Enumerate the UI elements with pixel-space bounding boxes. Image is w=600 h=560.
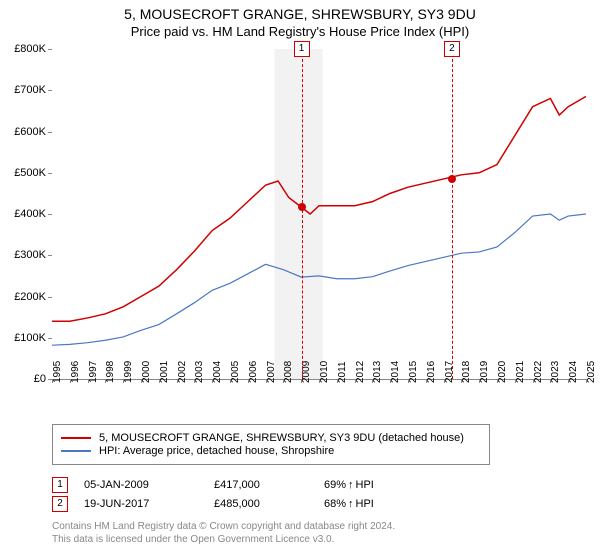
legend-swatch-property [61, 437, 91, 439]
event-pct-1: 69% ↑ HPI [324, 479, 374, 491]
event-row-2: 2 19-JUN-2017 £485,000 68% ↑ HPI [52, 496, 572, 512]
chart-header: 5, MOUSECROFT GRANGE, SHREWSBURY, SY3 9D… [0, 0, 600, 39]
event-marker-box-2: 2 [444, 41, 460, 57]
x-tick-label: 1999 [123, 361, 134, 383]
x-tick-label: 2003 [194, 361, 205, 383]
y-tick-label: £0 [0, 373, 46, 385]
x-tick-label: 2008 [283, 361, 294, 383]
x-tick-label: 2001 [159, 361, 170, 383]
legend-label-property: 5, MOUSECROFT GRANGE, SHREWSBURY, SY3 9D… [99, 432, 464, 444]
y-tick-label: £600K [0, 126, 46, 138]
footer-attribution: Contains HM Land Registry data © Crown c… [52, 520, 395, 546]
event-date-1: 05-JAN-2009 [84, 479, 214, 491]
y-tick-label: £500K [0, 167, 46, 179]
x-tick-label: 2007 [266, 361, 277, 383]
arrow-up-icon: ↑ [348, 498, 354, 510]
x-tick-label: 2000 [141, 361, 152, 383]
footer-line-1: Contains HM Land Registry data © Crown c… [52, 520, 395, 533]
x-tick-label: 2016 [426, 361, 437, 383]
x-tick-label: 2011 [337, 361, 348, 383]
y-tick-label: £800K [0, 43, 46, 55]
event-vline-2 [452, 49, 453, 379]
x-tick-label: 2015 [408, 361, 419, 383]
x-tick-label: 1995 [52, 361, 63, 383]
legend-label-hpi: HPI: Average price, detached house, Shro… [99, 445, 334, 457]
title-line-1: 5, MOUSECROFT GRANGE, SHREWSBURY, SY3 9D… [0, 6, 600, 22]
event-row-1: 1 05-JAN-2009 £417,000 69% ↑ HPI [52, 477, 572, 493]
event-marker-1: 1 [52, 477, 68, 493]
x-tick-label: 2012 [355, 361, 366, 383]
event-suffix-2: HPI [356, 498, 374, 510]
chart-container: £0£100K£200K£300K£400K£500K£600K£700K£80… [52, 49, 586, 409]
x-tick-label: 2023 [550, 361, 561, 383]
x-tick-label: 2005 [230, 361, 241, 383]
event-marker-box-1: 1 [294, 41, 310, 57]
x-tick-label: 2021 [515, 361, 526, 383]
x-tick-label: 2025 [586, 361, 597, 383]
x-tick-label: 2002 [177, 361, 188, 383]
event-price-2: £485,000 [214, 498, 324, 510]
event-price-1: £417,000 [214, 479, 324, 491]
x-tick-label: 2010 [319, 361, 330, 383]
event-pct-2: 68% ↑ HPI [324, 498, 374, 510]
legend-item-property: 5, MOUSECROFT GRANGE, SHREWSBURY, SY3 9D… [61, 432, 481, 444]
title-line-2: Price paid vs. HM Land Registry's House … [0, 24, 600, 39]
chart-svg [52, 49, 586, 379]
y-tick-label: £300K [0, 249, 46, 261]
plot-area [52, 49, 586, 380]
x-tick-label: 1996 [70, 361, 81, 383]
x-tick-label: 2004 [212, 361, 223, 383]
y-tick-label: £200K [0, 291, 46, 303]
x-tick-label: 2009 [301, 361, 312, 383]
event-vline-1 [302, 49, 303, 379]
events-table: 1 05-JAN-2009 £417,000 69% ↑ HPI 2 19-JU… [52, 474, 572, 515]
x-tick-label: 2013 [372, 361, 383, 383]
event-point-2 [448, 175, 456, 183]
event-pct-value-1: 69% [324, 479, 346, 491]
event-pct-value-2: 68% [324, 498, 346, 510]
event-date-2: 19-JUN-2017 [84, 498, 214, 510]
arrow-up-icon: ↑ [348, 479, 354, 491]
legend-swatch-hpi [61, 450, 91, 452]
x-tick-label: 2019 [479, 361, 490, 383]
y-tick-label: £700K [0, 84, 46, 96]
x-tick-label: 1997 [88, 361, 99, 383]
event-point-1 [298, 203, 306, 211]
y-tick-label: £400K [0, 208, 46, 220]
x-tick-label: 2006 [248, 361, 259, 383]
legend-item-hpi: HPI: Average price, detached house, Shro… [61, 445, 481, 457]
y-tick-label: £100K [0, 332, 46, 344]
x-tick-label: 1998 [105, 361, 116, 383]
event-marker-2: 2 [52, 496, 68, 512]
x-tick-label: 2020 [497, 361, 508, 383]
x-tick-label: 2014 [390, 361, 401, 383]
event-suffix-1: HPI [356, 479, 374, 491]
x-tick-label: 2018 [461, 361, 472, 383]
x-tick-label: 2024 [568, 361, 579, 383]
legend-box: 5, MOUSECROFT GRANGE, SHREWSBURY, SY3 9D… [52, 424, 490, 465]
footer-line-2: This data is licensed under the Open Gov… [52, 533, 395, 546]
x-tick-label: 2022 [533, 361, 544, 383]
